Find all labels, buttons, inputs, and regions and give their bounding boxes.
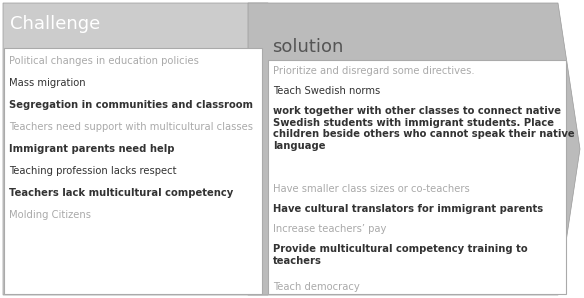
Text: Molding Citizens: Molding Citizens <box>9 210 91 220</box>
Text: Prioritize and disregard some directives.: Prioritize and disregard some directives… <box>273 66 475 76</box>
Text: Immigrant parents need help: Immigrant parents need help <box>9 144 175 154</box>
Text: Teachers lack multicultural competency: Teachers lack multicultural competency <box>9 188 233 198</box>
Text: work together with other classes to connect native
Swedish students with immigra: work together with other classes to conn… <box>273 106 575 151</box>
FancyBboxPatch shape <box>4 48 262 294</box>
Text: Teachers need support with multicultural classes: Teachers need support with multicultural… <box>9 122 253 132</box>
Text: Teach Swedish norms: Teach Swedish norms <box>273 86 380 96</box>
Text: Political changes in education policies: Political changes in education policies <box>9 56 199 66</box>
FancyBboxPatch shape <box>268 60 566 294</box>
Text: solution: solution <box>272 38 343 56</box>
Text: Have smaller class sizes or co-teachers: Have smaller class sizes or co-teachers <box>273 184 470 194</box>
Polygon shape <box>248 3 580 295</box>
Text: Have cultural translators for immigrant parents: Have cultural translators for immigrant … <box>273 204 543 214</box>
Text: Provide multicultural competency training to
teachers: Provide multicultural competency trainin… <box>273 244 527 266</box>
Text: Challenge: Challenge <box>10 15 100 33</box>
Text: Segregation in communities and classroom: Segregation in communities and classroom <box>9 100 253 110</box>
Text: Increase teachers’ pay: Increase teachers’ pay <box>273 224 387 234</box>
Polygon shape <box>3 3 290 295</box>
Text: Teach democracy: Teach democracy <box>273 282 360 292</box>
Text: Mass migration: Mass migration <box>9 78 86 88</box>
Text: Teaching profession lacks respect: Teaching profession lacks respect <box>9 166 176 176</box>
